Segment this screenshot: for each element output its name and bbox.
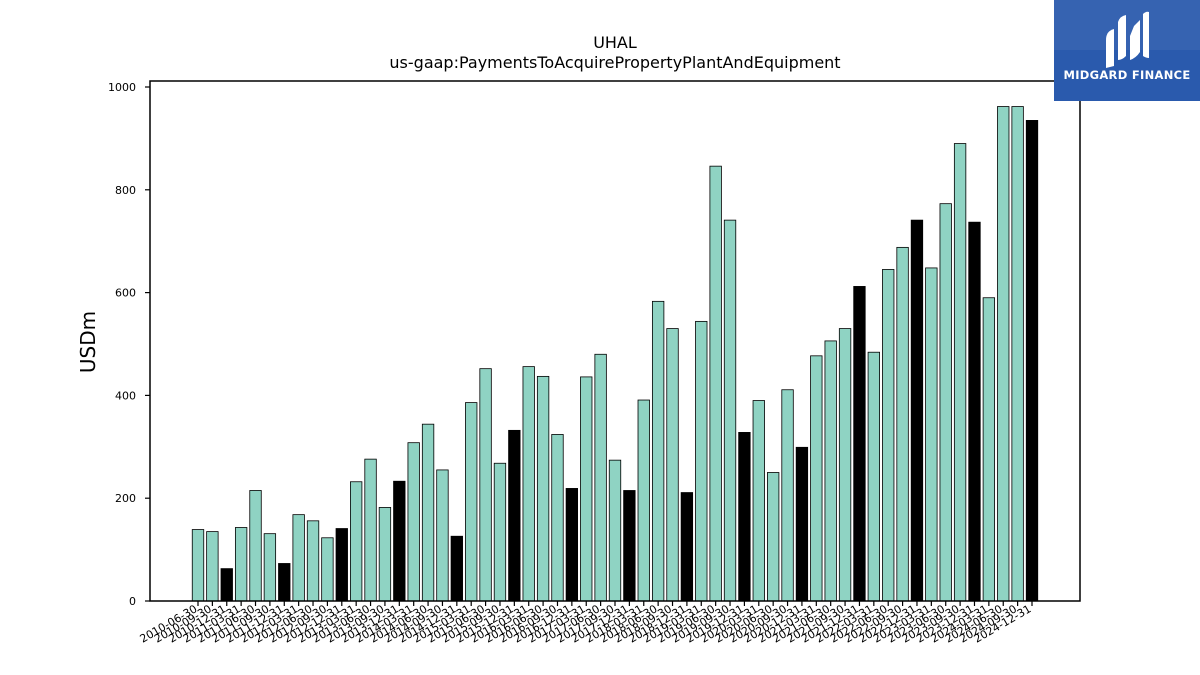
bar — [666, 328, 679, 602]
bar — [838, 328, 852, 602]
y-tick-label: 800 — [115, 184, 136, 197]
bar — [608, 459, 622, 602]
chart-subtitle: us-gaap:PaymentsToAcquirePropertyPlantAn… — [389, 53, 840, 72]
bar — [522, 366, 535, 602]
bar — [436, 469, 449, 602]
bar — [479, 368, 492, 602]
bar — [695, 320, 708, 602]
bar — [896, 246, 909, 602]
bar — [997, 106, 1010, 602]
bar — [493, 462, 507, 602]
bar — [623, 490, 636, 602]
brand-logo: MIDGARD FINANCE — [1054, 0, 1200, 101]
y-tick-label: 0 — [129, 595, 136, 608]
bar — [191, 529, 205, 602]
bar — [536, 375, 550, 602]
bar — [407, 442, 420, 602]
x-axis: 2010-06-302010-09-302010-12-312011-03-31… — [138, 601, 1034, 646]
bar — [249, 490, 262, 602]
bar — [1011, 106, 1024, 602]
bar — [508, 429, 521, 602]
bar — [752, 400, 765, 602]
y-axis-label: USDm — [76, 311, 100, 373]
bar — [292, 514, 305, 602]
y-tick-label: 200 — [115, 492, 136, 505]
bar — [651, 300, 665, 602]
y-tick-label: 1000 — [108, 81, 136, 94]
bar — [953, 143, 967, 602]
bar — [565, 488, 579, 602]
bar — [781, 389, 794, 602]
bar — [637, 399, 650, 602]
bar — [580, 376, 593, 602]
bar — [594, 353, 607, 602]
bar — [220, 568, 233, 602]
bar — [263, 533, 277, 602]
bar — [306, 520, 320, 602]
bar — [335, 528, 348, 602]
bar — [450, 535, 463, 602]
y-tick-label: 600 — [115, 287, 136, 300]
bar — [925, 267, 938, 602]
bar — [867, 351, 880, 602]
bar — [465, 402, 478, 602]
bar — [767, 472, 780, 602]
bar — [1025, 120, 1039, 602]
bar — [551, 434, 564, 602]
bar — [350, 481, 363, 602]
bar — [234, 527, 248, 602]
bar — [709, 165, 722, 602]
logo-mark-icon — [1054, 0, 1200, 101]
chart-title: UHAL — [593, 33, 637, 52]
bar — [278, 563, 291, 602]
bar — [723, 219, 737, 602]
bars-group — [191, 106, 1039, 602]
bar — [421, 423, 435, 602]
bar — [853, 286, 866, 602]
bar — [680, 492, 694, 602]
bar — [795, 446, 809, 602]
y-tick-label: 400 — [115, 389, 136, 402]
bar — [378, 507, 392, 602]
bar — [968, 221, 981, 602]
y-axis: 0 200 400 600 800 1000 — [108, 81, 150, 608]
bar — [738, 432, 751, 602]
bar — [393, 480, 406, 602]
bar — [910, 219, 924, 602]
logo-text: MIDGARD FINANCE — [1063, 68, 1191, 82]
bar — [882, 269, 895, 602]
bar — [824, 340, 837, 602]
bar — [364, 458, 377, 602]
bar — [939, 203, 952, 602]
bar — [810, 355, 823, 602]
bar — [206, 531, 219, 602]
bar — [321, 537, 334, 602]
bar — [982, 297, 996, 602]
